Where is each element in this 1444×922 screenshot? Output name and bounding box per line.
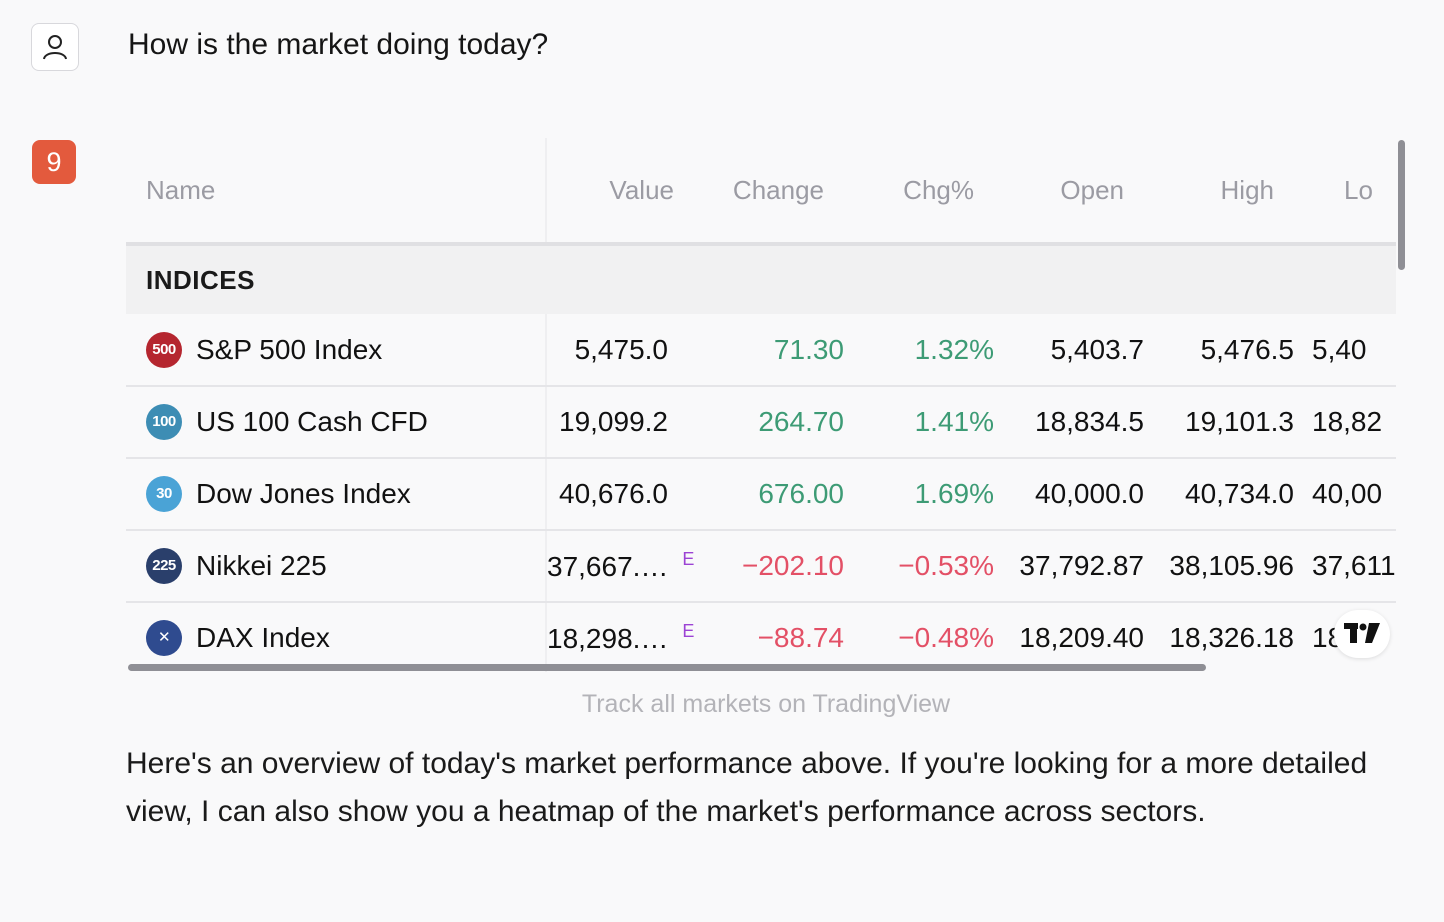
row-high: 19,101.3 [1146, 386, 1296, 459]
column-header-high[interactable]: High [1146, 138, 1296, 246]
symbol-logo: 100 [146, 404, 182, 440]
table-header-row: Name Value Change Chg% Open High Lo [126, 138, 1396, 246]
row-name-cell: 500 S&P 500 Index [126, 314, 547, 387]
row-high: 38,105.96 [1146, 530, 1296, 603]
column-header-open[interactable]: Open [996, 138, 1146, 246]
row-open: 37,792.87 [996, 530, 1146, 603]
row-chg-pct: −0.48% [846, 602, 996, 672]
row-open: 40,000.0 [996, 458, 1146, 531]
row-name-cell: 225 Nikkei 225 [126, 530, 547, 603]
row-value-cell: 40,676.0 [546, 458, 696, 531]
symbol-logo: 500 [146, 331, 182, 368]
row-open: 18,834.5 [996, 386, 1146, 459]
row-chg-pct: 1.32% [846, 314, 996, 387]
user-icon [43, 35, 67, 60]
row-open: 5,403.7 [996, 314, 1146, 387]
vertical-scrollbar[interactable] [1398, 140, 1405, 270]
column-header-chg-pct[interactable]: Chg% [846, 138, 996, 246]
row-change: −88.74 [696, 602, 846, 672]
column-header-name[interactable]: Name [126, 138, 547, 246]
table-row[interactable]: 225 Nikkei 225 37,667.… E −202.10 −0.53% 37,79… [126, 530, 1396, 603]
row-high: 5,476.5 [1146, 314, 1296, 387]
row-name-cell: ✕ DAX Index [126, 602, 547, 672]
row-value-cell: 18,298.… E [546, 602, 696, 672]
user-question: How is the market doing today? [128, 28, 549, 61]
user-avatar [31, 23, 79, 71]
row-value: 37,667.… [547, 550, 669, 582]
row-value-cell: 19,099.2 [546, 386, 696, 459]
table-row[interactable]: ✕ DAX Index 18,298.… E −88.74 −0.48% 18,209.40… [126, 602, 1396, 672]
row-estimate-badge: E [682, 549, 695, 570]
row-change: 71.30 [696, 314, 846, 387]
assistant-badge: 9 [32, 140, 76, 184]
row-name-cell: 30 Dow Jones Index [126, 458, 547, 531]
table-row[interactable]: 100 US 100 Cash CFD 19,099.2 264.70 1.41% 18,… [126, 386, 1396, 459]
row-value-cell: 37,667.… E [546, 530, 696, 603]
table-scroll-area[interactable]: Name Value Change Chg% Open High Lo INDI… [126, 138, 1396, 672]
row-name: US 100 Cash CFD [196, 406, 428, 437]
row-low: 18,82 [1296, 386, 1396, 459]
table-row[interactable]: 30 Dow Jones Index 40,676.0 676.00 1.69% 40,0… [126, 458, 1396, 531]
row-chg-pct: 1.41% [846, 386, 996, 459]
tradingview-logo-icon [1344, 623, 1380, 643]
assistant-answer: Here's an overview of today's market per… [126, 747, 1368, 828]
row-low: 37,611 [1296, 530, 1396, 603]
row-high: 18,326.18 [1146, 602, 1296, 672]
row-name: S&P 500 Index [196, 333, 383, 365]
group-label: INDICES [126, 244, 1396, 314]
table-row[interactable]: 500 S&P 500 Index 5,475.0 71.30 1.32% 5,403.7… [126, 314, 1396, 387]
row-name-cell: 100 US 100 Cash CFD [126, 386, 547, 459]
group-header: INDICES [126, 244, 1396, 314]
column-header-value[interactable]: Value [546, 138, 696, 246]
row-chg-pct: 1.69% [846, 458, 996, 531]
horizontal-scrollbar[interactable] [128, 664, 1206, 671]
symbol-logo: 225 [146, 548, 182, 584]
row-value: 5,475.0 [574, 333, 668, 365]
column-header-change[interactable]: Change [696, 138, 846, 246]
row-value: 19,099.2 [559, 406, 668, 437]
row-chg-pct: −0.53% [846, 530, 996, 603]
row-change: 676.00 [696, 458, 846, 531]
row-high: 40,734.0 [1146, 458, 1296, 531]
row-name: Dow Jones Index [196, 478, 411, 509]
symbol-logo: 30 [146, 476, 182, 512]
row-open: 18,209.40 [996, 602, 1146, 672]
row-name: DAX Index [196, 622, 330, 653]
row-change: −202.10 [696, 530, 846, 603]
row-value-cell: 5,475.0 [546, 314, 696, 387]
row-low: 5,40 [1296, 314, 1396, 387]
market-widget: Name Value Change Chg% Open High Lo INDI… [126, 138, 1396, 672]
market-table: Name Value Change Chg% Open High Lo INDI… [126, 138, 1396, 672]
row-value: 18,298.… [547, 622, 669, 654]
row-name: Nikkei 225 [196, 550, 327, 581]
row-value: 40,676.0 [559, 478, 668, 509]
track-markets-link[interactable]: Track all markets on TradingView [581, 690, 951, 718]
tradingview-logo[interactable] [1334, 610, 1390, 658]
row-change: 264.70 [696, 386, 846, 459]
row-estimate-badge: E [682, 621, 695, 642]
row-low: 40,00 [1296, 458, 1396, 531]
column-header-low[interactable]: Lo [1296, 138, 1396, 246]
symbol-logo: ✕ [146, 620, 182, 656]
